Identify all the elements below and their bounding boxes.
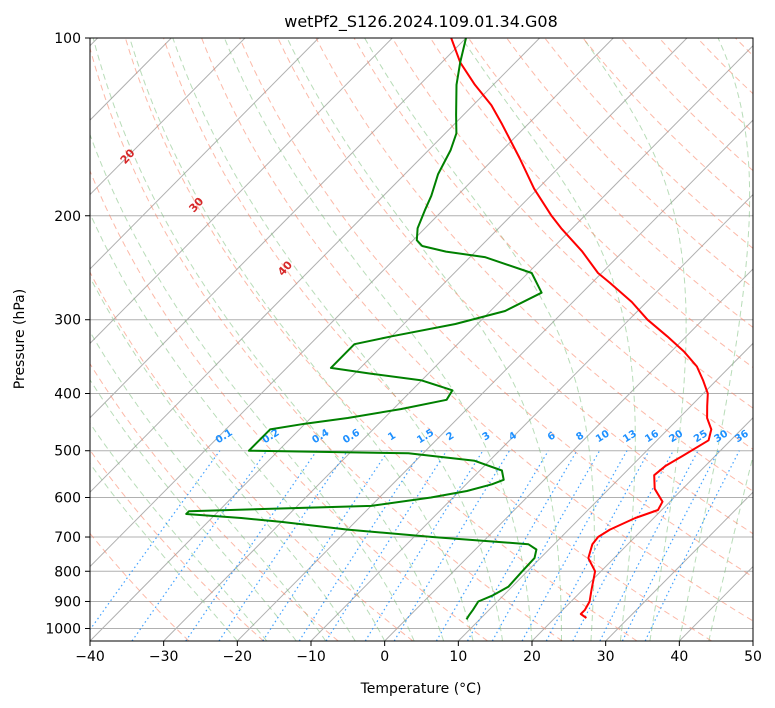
- isotherm-line: [457, 342, 753, 641]
- moist-adiabat-line: [90, 276, 356, 641]
- moist-adiabat-line: [90, 330, 327, 641]
- mixing-ratio-lines: [90, 450, 740, 641]
- isotherm-line: [90, 38, 246, 196]
- mixing-ratio-line: [131, 450, 268, 641]
- y-tick-label: 600: [54, 490, 81, 506]
- x-axis-ticks: −40 −30 −20 −10 0 10 20 30 40 50: [75, 641, 762, 665]
- mixing-ratio-line: [298, 450, 423, 641]
- dry-adiabat-line: [124, 38, 638, 641]
- isotherm-line: [90, 38, 319, 270]
- y-tick-label: 1000: [45, 621, 81, 637]
- moist-adiabat-line: [286, 38, 562, 641]
- temperature-line: [450, 38, 713, 619]
- mixing-ratio-label: 3: [481, 430, 493, 443]
- moist-adiabat-line: [582, 38, 687, 641]
- dry-adiabat-line: [544, 38, 753, 250]
- moist-adiabat-line: [129, 38, 474, 641]
- mixing-ratio-line: [466, 450, 578, 641]
- moist-adiabat-line: [92, 38, 445, 641]
- x-axis-label: Temperature (°C): [360, 681, 482, 697]
- mixing-ratio-line: [90, 450, 221, 631]
- mixing-ratio-line: [364, 450, 484, 641]
- x-tick-label: 30: [597, 649, 615, 665]
- y-tick-label: 200: [54, 209, 81, 225]
- y-tick-label: 500: [54, 444, 81, 460]
- x-tick-label: 0: [380, 649, 389, 665]
- plot-frame: [89, 37, 754, 642]
- x-tick-label: 50: [744, 649, 762, 665]
- mixing-ratio-line: [325, 450, 448, 641]
- mixing-ratio-line: [435, 450, 549, 641]
- moist-adiabat-line: [90, 133, 415, 641]
- moist-adiabat-line: [90, 462, 238, 641]
- x-tick-label: 10: [449, 649, 467, 665]
- moist-adiabat-line: [90, 422, 268, 641]
- x-tick-label: 20: [523, 649, 541, 665]
- mixing-ratio-label: 6: [546, 430, 558, 443]
- sounding-series: [185, 38, 713, 620]
- mixing-ratio-line: [491, 450, 601, 641]
- moist-adiabat-line: [708, 454, 753, 641]
- moist-adiabat-line: [223, 38, 533, 641]
- dry-adiabats: [90, 38, 753, 641]
- isotherm-line: [90, 38, 614, 568]
- dry-adiabat-line: [201, 38, 753, 622]
- dry-adiabat-line: [90, 169, 488, 641]
- dry-adiabat-line: [582, 38, 753, 210]
- moist-adiabats: [90, 38, 753, 641]
- isotherm-line: [90, 38, 688, 641]
- y-tick-label: 400: [54, 387, 81, 403]
- plot-area: -100-90-80-70-60-50-40-30-20-10010203040…: [90, 38, 753, 641]
- y-tick-label: 100: [54, 31, 81, 47]
- y-tick-label: 300: [54, 313, 81, 329]
- y-axis-label: Pressure (hPa): [12, 289, 28, 389]
- dry-adiabat-line: [90, 449, 264, 641]
- y-tick-label: 700: [54, 530, 81, 546]
- isotherm-line: [605, 491, 753, 641]
- dry-adiabat-line: [429, 38, 753, 369]
- moist-adiabat-line: [90, 378, 297, 641]
- isotherm-line: [90, 38, 540, 493]
- mixing-ratio-label: 2: [445, 430, 457, 443]
- isotherm-line: [163, 45, 753, 641]
- moist-adiabat-line: [172, 38, 503, 641]
- dry-adiabat-line: [353, 38, 753, 450]
- chart-title: wetPf2_S126.2024.109.01.34.G08: [284, 12, 558, 32]
- moist-adiabat-line: [364, 38, 595, 641]
- dry-adiabat-line: [163, 38, 712, 641]
- x-tick-label: −10: [296, 649, 326, 665]
- dewpoint-line: [185, 38, 543, 620]
- dry-adiabat-line: [239, 38, 753, 578]
- mixing-ratio-line: [393, 450, 511, 641]
- x-tick-label: −30: [149, 649, 179, 665]
- skewed-isotherms: [90, 38, 753, 641]
- isotherm-line: [531, 417, 753, 641]
- x-tick-label: −40: [75, 649, 105, 665]
- y-axis-ticks: 1000 900 800 700 600 500 400 300 200 100: [45, 31, 90, 637]
- isotherm-line: [236, 119, 753, 641]
- isotherm-line: [90, 38, 467, 419]
- dry-adiabat-line: [391, 38, 753, 409]
- dry-adiabat-line: [468, 38, 753, 328]
- moist-adiabat-line: [90, 212, 386, 641]
- y-tick-label: 800: [54, 564, 81, 580]
- isotherm-line: [90, 38, 393, 345]
- dry-adiabat-line: [277, 38, 753, 535]
- x-tick-label: −20: [223, 649, 253, 665]
- mixing-ratio-label: 1: [386, 430, 398, 443]
- moist-adiabat-line: [461, 38, 636, 641]
- dry-adiabat-line: [90, 271, 414, 641]
- mixing-ratio-line: [644, 450, 740, 641]
- mixing-ratio-label: 4: [507, 430, 519, 443]
- mixing-ratio-line: [521, 450, 628, 641]
- x-tick-label: 40: [670, 649, 688, 665]
- y-tick-label: 900: [54, 594, 81, 610]
- mixing-ratio-label: 8: [574, 430, 586, 443]
- mixing-ratio-line: [262, 450, 389, 641]
